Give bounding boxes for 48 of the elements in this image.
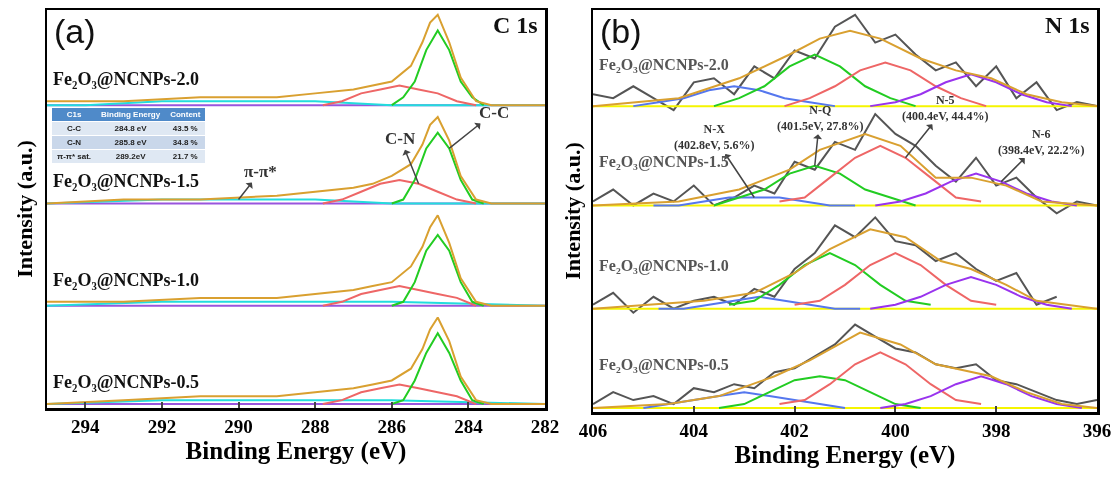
x-tick-label: 286	[377, 416, 407, 438]
series-label: Fe₂O₃@NCNPs-1.0	[53, 270, 200, 290]
series-label: Fe₂O₃@NCNPs-0.5	[599, 356, 729, 374]
annotation: C 1s	[493, 12, 538, 38]
series-label: Fe₂O₃@NCNPs-2.0	[599, 56, 729, 74]
x-tick-label: 404	[679, 420, 709, 442]
x-tick-label: 294	[71, 416, 101, 438]
annotation: 34.8 %	[165, 135, 206, 150]
annotation: C-C	[52, 121, 97, 136]
annotation: 289.2eV	[96, 149, 166, 164]
series-label: Fe₂O₃@NCNPs-1.0	[599, 257, 729, 275]
y-axis-title: Intensity (a.u.)	[12, 140, 38, 278]
x-tick-label: 290	[224, 416, 253, 438]
x-axis-title: Binding Energy (eV)	[185, 437, 407, 466]
annotation: N-6 (398.4eV, 22.2%)	[998, 127, 1085, 157]
x-tick-label: 398	[981, 420, 1011, 442]
annotation: N 1s	[1045, 12, 1090, 38]
x-tick-label: 288	[300, 416, 330, 438]
annotation: 285.8 eV	[96, 135, 166, 150]
x-tick-label: 400	[881, 420, 910, 442]
annotation: 284.8 eV	[96, 121, 166, 136]
annotation: (a)	[54, 12, 96, 50]
annotation: π-π* sat.	[52, 149, 97, 164]
annotation: N-Q (401.5eV, 27.8%)	[777, 103, 864, 133]
annotation: N-5 (400.4eV, 44.4%)	[902, 93, 989, 123]
annotation: Content	[165, 108, 206, 122]
annotation: C-N	[385, 129, 416, 148]
x-tick-label: 402	[780, 420, 809, 442]
annotation: C-C	[479, 103, 510, 122]
annotation: 43.5 %	[165, 121, 206, 136]
annotation: N-X (402.8eV, 5.6%)	[674, 122, 755, 152]
annotation: Binding Energy	[96, 108, 166, 122]
annotation: C1s	[52, 108, 97, 122]
annotation: (b)	[600, 12, 642, 50]
x-axis-title: Binding Energy (eV)	[734, 441, 956, 470]
x-tick-label: 406	[578, 420, 608, 442]
y-axis-title: Intensity (a.u.)	[560, 142, 585, 280]
series-label: Fe₂O₃@NCNPs-0.5	[53, 372, 200, 392]
x-tick-label: 284	[454, 416, 484, 438]
series-label: Fe₂O₃@NCNPs-1.5	[599, 153, 729, 171]
annotation: π-π*	[244, 162, 277, 181]
x-tick-label: 396	[1082, 420, 1112, 442]
x-tick-label: 282	[530, 416, 560, 438]
series-label: Fe₂O₃@NCNPs-2.0	[53, 69, 200, 89]
x-tick-label: 292	[147, 416, 177, 438]
annotation: C-N	[52, 135, 97, 150]
annotation: 21.7 %	[165, 149, 206, 164]
series-label: Fe₂O₃@NCNPs-1.5	[53, 171, 200, 191]
